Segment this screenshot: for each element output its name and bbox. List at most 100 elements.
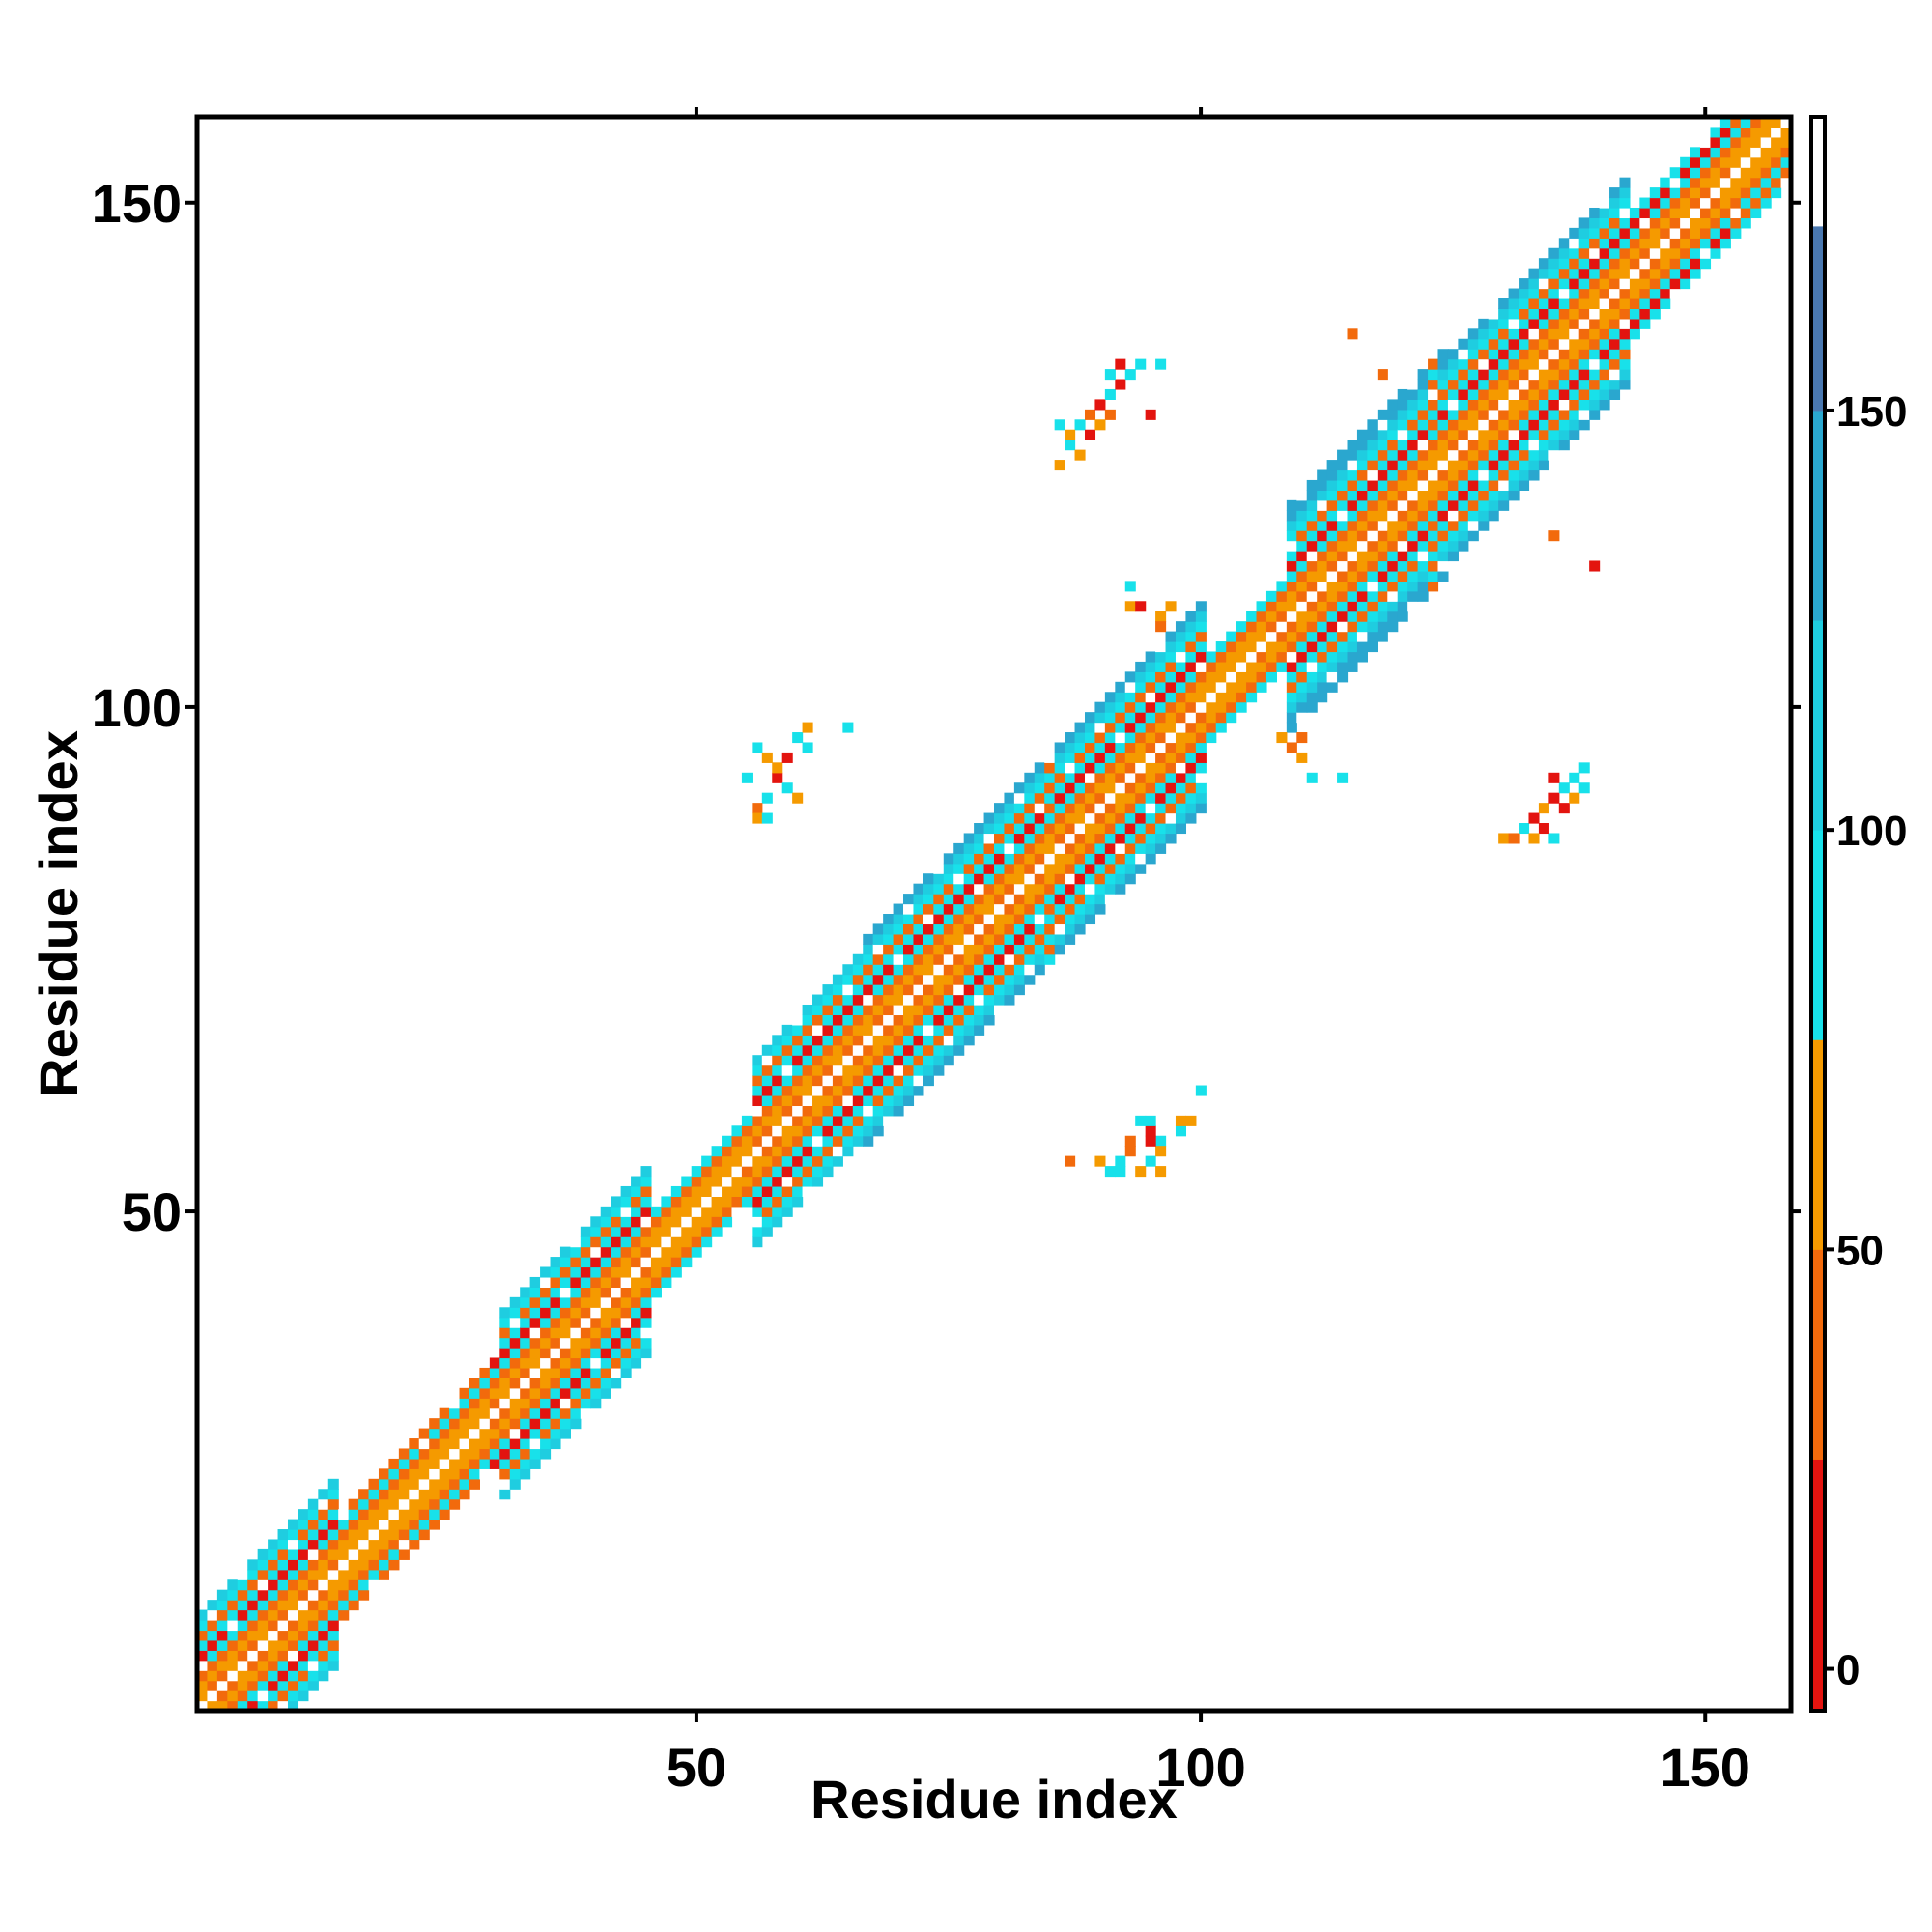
heatmap-cell — [580, 1378, 591, 1389]
heatmap-cell — [1629, 217, 1640, 229]
heatmap-cell — [1690, 207, 1701, 219]
heatmap-cell — [368, 1569, 380, 1580]
heatmap-cell — [1356, 460, 1368, 471]
heatmap-cell — [268, 1660, 279, 1671]
heatmap-cell — [731, 1166, 743, 1178]
heatmap-cell — [590, 1307, 602, 1319]
heatmap-cell — [550, 1257, 561, 1268]
heatmap-cell — [1609, 328, 1621, 340]
heatmap-cell — [1084, 823, 1096, 835]
heatmap-cell — [1387, 540, 1399, 552]
heatmap-cell — [1326, 581, 1338, 592]
heatmap-cell — [1337, 530, 1349, 542]
heatmap-cell — [661, 1276, 672, 1288]
heatmap-cell — [1034, 903, 1045, 915]
heatmap-cell — [752, 1094, 763, 1107]
colorbar-tick-label: 0 — [1836, 1647, 1860, 1694]
heatmap-cell — [852, 1094, 864, 1107]
heatmap-cell — [550, 1327, 561, 1339]
heatmap-cell — [1730, 227, 1742, 239]
heatmap-cell — [752, 1185, 763, 1197]
heatmap-cell — [792, 1085, 804, 1096]
heatmap-cell — [772, 762, 783, 774]
colorbar-segment — [1811, 830, 1825, 1040]
heatmap-cell — [550, 1418, 561, 1430]
heatmap-cell — [1215, 701, 1227, 713]
heatmap-cell — [1024, 803, 1036, 814]
heatmap-cell — [600, 1387, 611, 1399]
heatmap-cell — [1690, 238, 1701, 249]
heatmap-cell — [1619, 217, 1631, 229]
heatmap-cell — [1437, 469, 1449, 481]
heatmap-cell — [216, 1600, 228, 1611]
heatmap-cell — [509, 1317, 521, 1328]
heatmap-cell — [1519, 318, 1530, 329]
heatmap-cell — [409, 1539, 420, 1550]
heatmap-cell — [1306, 540, 1318, 552]
heatmap-cell — [1044, 833, 1056, 844]
heatmap-cell — [1528, 268, 1540, 279]
heatmap-cell — [772, 1035, 783, 1046]
heatmap-cell — [1428, 520, 1439, 531]
heatmap-cell — [327, 1569, 339, 1580]
heatmap-cell — [994, 964, 1006, 976]
heatmap-cell — [1407, 560, 1419, 572]
heatmap-cell — [1296, 510, 1308, 522]
heatmap-cell — [429, 1478, 440, 1490]
heatmap-cell — [398, 1529, 410, 1541]
heatmap-cell — [1135, 833, 1147, 844]
heatmap-cell — [1337, 611, 1349, 622]
heatmap-cell — [348, 1498, 359, 1510]
heatmap-cell — [1488, 499, 1499, 511]
heatmap-cell — [893, 933, 904, 945]
heatmap-cell — [1760, 147, 1772, 158]
heatmap-cell — [1347, 479, 1358, 491]
heatmap-cell — [1750, 117, 1762, 128]
heatmap-cell — [1236, 692, 1247, 703]
heatmap-cell — [994, 853, 1006, 865]
heatmap-cell — [418, 1498, 430, 1510]
heatmap-cell — [1528, 460, 1540, 471]
heatmap-cell — [1124, 863, 1136, 874]
heatmap-cell — [1407, 429, 1419, 440]
heatmap-cell — [1004, 903, 1015, 915]
heatmap-cell — [207, 1680, 218, 1691]
heatmap-cell — [640, 1236, 652, 1248]
heatmap-cell — [1326, 611, 1338, 622]
heatmap-cell — [1719, 238, 1731, 249]
heatmap-cell — [974, 964, 985, 976]
heatmap-cell — [509, 1468, 521, 1480]
heatmap-cell — [1286, 621, 1297, 633]
heatmap-cell — [1165, 752, 1177, 763]
heatmap-cell — [1437, 349, 1449, 360]
heatmap-cell — [580, 1257, 591, 1268]
heatmap-cell — [1065, 1155, 1076, 1167]
heatmap-cell — [1326, 560, 1338, 572]
heatmap-cell — [1498, 490, 1510, 501]
heatmap-cell — [1074, 782, 1086, 794]
heatmap-cell — [1528, 298, 1540, 310]
heatmap-cell — [1680, 187, 1691, 199]
heatmap-cell — [1034, 923, 1045, 935]
heatmap-cell — [852, 1014, 864, 1026]
heatmap-cell — [1498, 308, 1510, 320]
heatmap-cell — [1215, 712, 1227, 724]
heatmap-cell — [348, 1559, 359, 1571]
heatmap-cell — [1458, 369, 1469, 381]
heatmap-cell — [520, 1327, 531, 1339]
heatmap-cell — [1700, 147, 1712, 158]
heatmap-cell — [1286, 742, 1297, 753]
heatmap-cell — [298, 1559, 309, 1571]
heatmap-cell — [661, 1206, 672, 1217]
heatmap-cell — [802, 1115, 813, 1126]
heatmap-cell — [1104, 1166, 1116, 1178]
heatmap-cell — [872, 1094, 884, 1107]
heatmap-cell — [1104, 369, 1116, 381]
heatmap-cell — [631, 1226, 642, 1237]
heatmap-cell — [1175, 742, 1187, 753]
heatmap-cell — [1730, 127, 1742, 138]
heatmap-cell — [237, 1579, 248, 1591]
heatmap-cell — [1519, 823, 1530, 835]
heatmap-cell — [559, 1407, 571, 1419]
heatmap-cell — [570, 1398, 582, 1409]
